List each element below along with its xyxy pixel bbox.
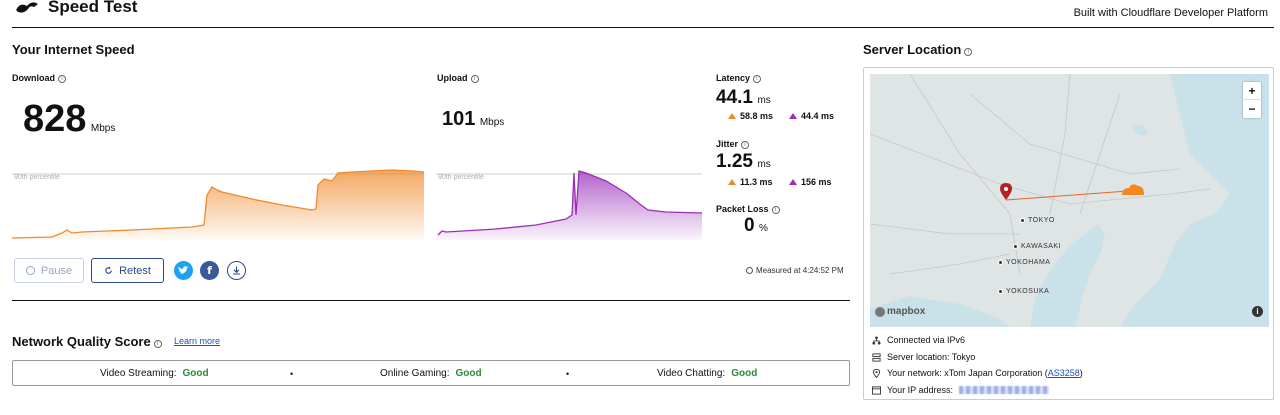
download-percentile-label: 90th percentile [14, 174, 60, 181]
upload-arrow-icon [789, 113, 797, 119]
your-network: Your network: xTom Japan Corporation (AS… [872, 368, 1083, 378]
cloudflare-cloud-icon [1122, 184, 1144, 195]
city-dot [998, 260, 1003, 265]
clock-icon [746, 267, 753, 274]
download-unit: Mbps [90, 123, 116, 134]
city-label: KAWASAKI [1021, 243, 1062, 250]
download-chart: 90th percentile [11, 165, 425, 240]
upload-unit: Mbps [479, 117, 505, 128]
city-dot [1020, 218, 1025, 223]
download-value: 828 Mbps [23, 98, 116, 140]
map[interactable]: TOKYO KAWASAKI YOKOHAMA YOKOSUKA + − map… [870, 74, 1269, 327]
measured-at: Measured at 4:24:52 PM [746, 266, 844, 275]
speed-section-title: Your Internet Speed [12, 42, 135, 57]
ip-address-redacted [959, 386, 1050, 394]
upload-label: Upload i [437, 73, 479, 83]
zoom-control: + − [1243, 82, 1261, 118]
mapbox-attribution[interactable]: mapbox [875, 306, 925, 317]
upload-area [436, 171, 702, 240]
packet-loss-value: 0 % [744, 215, 768, 236]
jitter-upload: 156 ms [789, 177, 832, 187]
twitter-icon[interactable] [174, 261, 193, 280]
info-icon[interactable]: i [58, 75, 66, 83]
quality-score: Good [455, 368, 482, 379]
separator-dot: • [290, 369, 294, 379]
zoom-in-button[interactable]: + [1243, 82, 1261, 100]
quality-score-box: Video Streaming: Good • Online Gaming: Goo… [12, 360, 850, 386]
server-icon [872, 352, 881, 362]
quality-score: Good [731, 368, 758, 379]
download-area [12, 170, 424, 240]
separator-dot: • [566, 369, 570, 379]
latency-download: 58.8 ms [728, 111, 773, 121]
city-dot [998, 289, 1003, 294]
city-label: YOKOHAMA [1006, 259, 1051, 266]
download-icon[interactable] [227, 261, 246, 280]
app-title: Speed Test [48, 0, 138, 16]
upload-arrow-icon [789, 179, 797, 185]
packet-loss-label: Packet Loss i [716, 204, 780, 214]
latency-label: Latency i [716, 73, 762, 83]
section-divider [12, 300, 850, 301]
facebook-icon[interactable]: f [200, 261, 219, 280]
info-icon[interactable]: i [753, 75, 762, 83]
server-section-title: Server Location i [863, 42, 973, 57]
location-pin-icon [872, 368, 881, 378]
asn-link[interactable]: AS3258 [1047, 368, 1080, 378]
latency-upload: 44.4 ms [789, 111, 834, 121]
network-icon [872, 335, 881, 345]
city-label: YOKOSUKA [1006, 288, 1050, 295]
upload-percentile-label: 90th percentile [438, 174, 484, 181]
your-ip: Your IP address: [872, 385, 1050, 395]
quality-section-title: Network Quality Score i [12, 334, 162, 349]
upload-value: 101 Mbps [442, 108, 505, 130]
latency-value: 44.1 ms [716, 87, 771, 108]
built-with-text: Built with Cloudflare Developer Platform [1073, 7, 1268, 19]
quality-score: Good [182, 368, 209, 379]
map-info-icon[interactable]: i [1252, 306, 1263, 317]
refresh-icon [105, 266, 112, 274]
jitter-label: Jitter i [716, 139, 750, 149]
city-label: TOKYO [1028, 217, 1055, 224]
zoom-out-button[interactable]: − [1248, 102, 1256, 116]
retest-button[interactable]: Retest [91, 258, 164, 283]
download-arrow-icon [728, 179, 736, 185]
quality-item-video-streaming: Video Streaming: Good [100, 368, 209, 379]
header-divider [12, 27, 1274, 28]
pause-button[interactable]: Pause [14, 258, 84, 283]
info-icon[interactable]: i [153, 340, 162, 348]
location-marker-icon [1000, 183, 1012, 200]
info-icon[interactable]: i [741, 141, 750, 149]
info-icon[interactable]: i [964, 48, 973, 56]
quality-item-online-gaming: Online Gaming: Good [380, 368, 482, 379]
upload-chart: 90th percentile [436, 165, 703, 240]
jitter-value: 1.25 ms [716, 151, 771, 172]
server-location-text: Server location: Tokyo [872, 352, 975, 362]
quality-item-video-chatting: Video Chatting: Good [657, 368, 758, 379]
city-dot [1013, 244, 1018, 249]
pause-icon [25, 266, 35, 275]
logo-icon [16, 2, 38, 13]
server-location-panel: TOKYO KAWASAKI YOKOHAMA YOKOSUKA + − map… [863, 67, 1274, 400]
browser-icon [872, 385, 881, 395]
info-icon[interactable]: i [771, 206, 780, 214]
download-label: Download i [12, 73, 66, 83]
jitter-download: 11.3 ms [728, 177, 773, 187]
info-icon[interactable]: i [470, 75, 479, 83]
learn-more-link[interactable]: Learn more [174, 336, 221, 346]
download-arrow-icon [728, 113, 736, 119]
connected-via: Connected via IPv6 [872, 335, 965, 345]
mapbox-logo-icon [875, 306, 885, 317]
